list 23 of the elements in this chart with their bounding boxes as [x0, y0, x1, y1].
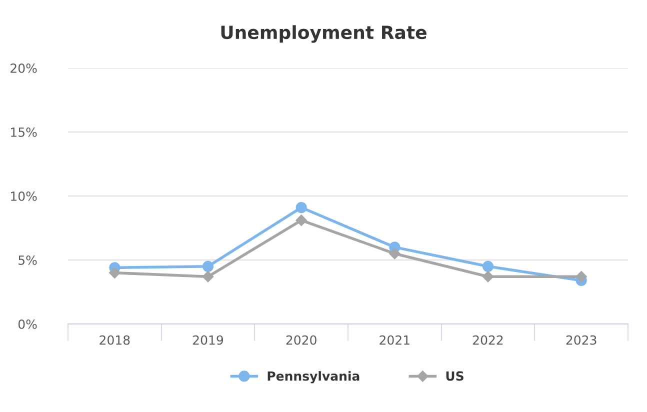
- point: [109, 267, 120, 278]
- point: [576, 271, 587, 282]
- point: [202, 271, 214, 282]
- point: [202, 260, 214, 272]
- x-tick-label: 2019: [193, 335, 224, 345]
- y-tick-label: 20%: [10, 63, 37, 73]
- point: [296, 214, 307, 226]
- y-tick-label: 10%: [11, 191, 37, 201]
- point: [482, 271, 494, 282]
- legend-label: Pennsylvania: [268, 371, 360, 384]
- chart-title: Unemployment Rate: [221, 25, 426, 43]
- x-tick-label: 2021: [380, 335, 410, 345]
- x-tick-label: 2018: [100, 335, 130, 345]
- legend-label: US: [446, 371, 464, 381]
- x-tick-label: 2023: [566, 335, 596, 345]
- x-tick-label: 2022: [473, 335, 503, 345]
- x-tick-label: 2020: [286, 335, 316, 345]
- y-tick-label: 15%: [11, 127, 37, 137]
- y-tick-label: 0%: [18, 319, 37, 329]
- point: [389, 248, 400, 260]
- point: [296, 202, 307, 214]
- y-tick-label: 5%: [18, 255, 37, 265]
- point: [482, 260, 494, 272]
